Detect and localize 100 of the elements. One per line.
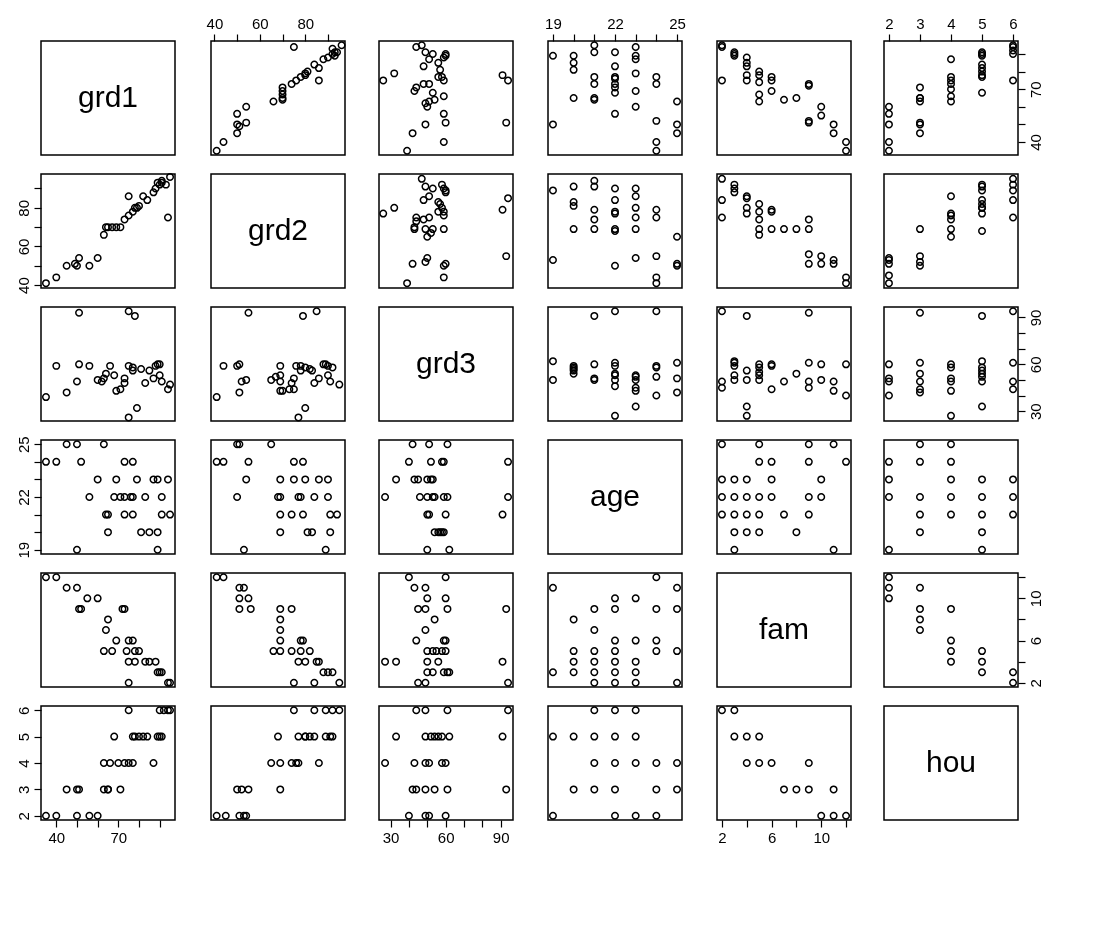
y-tick-label: 6 (1026, 636, 1044, 646)
point (611, 196, 619, 205)
point (314, 374, 323, 383)
point (767, 86, 776, 95)
point (590, 647, 599, 656)
text: grd1 (77, 80, 139, 113)
point (267, 759, 276, 767)
point (276, 636, 285, 645)
point (428, 668, 437, 677)
point (310, 493, 319, 501)
point (323, 53, 332, 62)
point (842, 279, 851, 288)
point (212, 393, 221, 402)
point (569, 732, 578, 741)
point (310, 706, 319, 715)
point (301, 475, 310, 484)
point (742, 58, 751, 67)
point (233, 493, 242, 501)
point (590, 626, 599, 634)
point (611, 307, 619, 316)
point (132, 475, 141, 484)
point (439, 225, 448, 234)
point (611, 657, 619, 666)
point (120, 759, 129, 767)
point (652, 252, 661, 261)
point (52, 361, 61, 370)
point (502, 785, 511, 794)
point (1009, 196, 1018, 205)
point (412, 43, 421, 51)
point (548, 120, 557, 129)
point (124, 192, 133, 201)
point (947, 363, 955, 372)
point (947, 386, 955, 395)
point (804, 215, 813, 224)
point (410, 583, 419, 592)
point (441, 759, 450, 767)
point (611, 361, 619, 370)
point (915, 308, 924, 317)
point (104, 528, 112, 537)
point (717, 475, 726, 484)
point (590, 48, 599, 57)
point (141, 493, 150, 501)
point (611, 706, 619, 715)
point (652, 138, 661, 146)
point (101, 626, 110, 634)
point (333, 510, 342, 519)
point (673, 120, 682, 129)
point (323, 371, 332, 380)
point (137, 365, 146, 373)
point (611, 785, 619, 794)
point (842, 146, 851, 155)
point (120, 215, 129, 224)
point (652, 391, 661, 400)
point (421, 678, 430, 687)
point (155, 371, 164, 380)
point (947, 493, 955, 501)
point (112, 475, 121, 484)
point (884, 374, 893, 383)
point (425, 759, 434, 767)
point (717, 174, 726, 183)
point (85, 493, 94, 501)
point (804, 759, 813, 767)
point (978, 528, 987, 537)
point (755, 215, 764, 224)
point (842, 811, 851, 820)
point (239, 545, 248, 554)
point (611, 375, 619, 384)
point (548, 732, 557, 741)
point (237, 785, 246, 794)
point (439, 493, 448, 501)
point (730, 510, 739, 519)
point (947, 510, 955, 519)
point (289, 43, 298, 51)
point (157, 510, 166, 519)
point (504, 194, 513, 203)
point (99, 440, 108, 449)
point (611, 382, 619, 391)
point (99, 374, 108, 383)
point (244, 785, 253, 794)
point (235, 583, 244, 592)
point (276, 528, 285, 537)
point (77, 457, 86, 466)
point (755, 510, 764, 519)
point (423, 594, 432, 603)
point (408, 440, 417, 449)
point (569, 58, 578, 67)
point (652, 636, 661, 645)
point (443, 604, 452, 613)
y-tick-label: 30 (1026, 403, 1044, 421)
point (135, 647, 144, 656)
point (335, 678, 344, 687)
point (631, 102, 640, 111)
point (298, 510, 307, 519)
point (631, 55, 640, 64)
point (502, 118, 511, 127)
point (425, 97, 434, 106)
point (319, 668, 328, 677)
point (166, 678, 175, 687)
point (717, 196, 726, 205)
point (319, 55, 328, 64)
